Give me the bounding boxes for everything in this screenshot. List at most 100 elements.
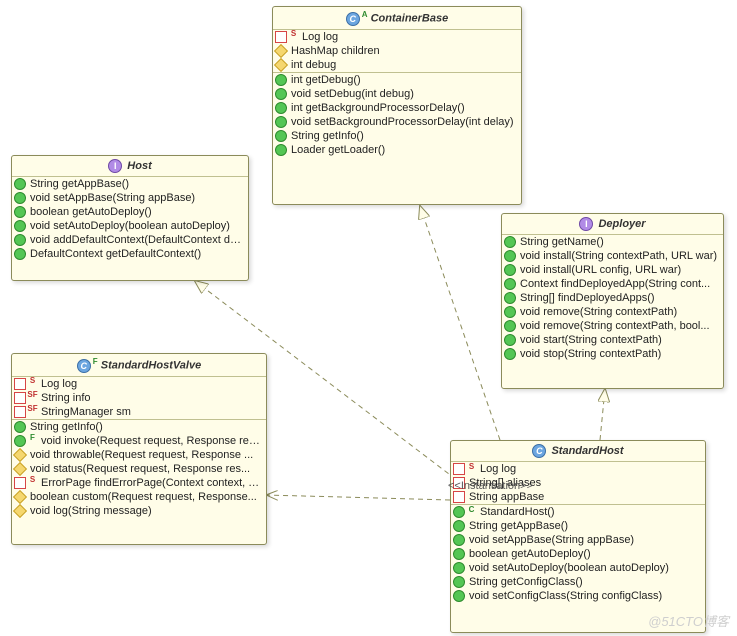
instantiation-label: <<Instantiation>>: [448, 480, 533, 492]
public-icon: [453, 506, 465, 518]
member-row: CStandardHost(): [451, 505, 705, 519]
member-row: SF StringManager sm: [12, 405, 266, 419]
public-icon: [275, 130, 287, 142]
member-label: String appBase: [469, 491, 544, 503]
member-label: void start(String contextPath): [520, 334, 662, 346]
attributes-section: S Log logHashMap childrenint debug: [273, 30, 521, 73]
member-row: void setAppBase(String appBase): [451, 533, 705, 547]
member-row: void install(String contextPath, URL war…: [502, 249, 723, 263]
public-icon: [275, 74, 287, 86]
member-row: void setAutoDeploy(boolean autoDeploy): [451, 561, 705, 575]
member-row: SFString info: [12, 391, 266, 405]
member-label: void setAppBase(String appBase): [469, 534, 634, 546]
public-icon: [14, 248, 26, 260]
class-name: StandardHostValve: [101, 360, 201, 372]
edge-sh-shv: [267, 495, 450, 500]
member-row: String appBase: [451, 490, 705, 504]
member-row: HashMap children: [273, 44, 521, 58]
modifier-badge: F: [28, 434, 37, 443]
member-row: void install(URL config, URL war): [502, 263, 723, 277]
attributes-section: S Log logSFString infoSF StringManager sm: [12, 377, 266, 420]
class-name: Deployer: [598, 218, 645, 230]
class-containerbase: CA ContainerBase SLog logHashMap childre…: [272, 6, 522, 205]
modifier-badge: SF: [28, 405, 37, 414]
member-row: SLog log: [451, 462, 705, 476]
member-label: DefaultContext getDefaultContext(): [30, 248, 201, 260]
public-icon: [453, 562, 465, 574]
modifier-badge: S: [289, 30, 298, 39]
member-label: Context findDeployedApp(String cont...: [520, 278, 710, 290]
public-icon: [14, 435, 26, 447]
public-icon: [275, 88, 287, 100]
member-label: String getName(): [520, 236, 604, 248]
member-row: DefaultContext getDefaultContext(): [12, 247, 248, 261]
member-label: void setAppBase(String appBase): [30, 192, 195, 204]
member-row: boolean getAutoDeploy(): [451, 547, 705, 561]
member-row: void remove(String contextPath): [502, 305, 723, 319]
public-icon: [14, 192, 26, 204]
member-label: String getAppBase(): [469, 520, 568, 532]
private-icon: [14, 378, 26, 390]
member-label: void remove(String contextPath): [520, 306, 677, 318]
member-label: void install(URL config, URL war): [520, 264, 681, 276]
modifier-badge: S: [28, 377, 37, 386]
public-icon: [504, 306, 516, 318]
operations-section: int getDebug()void setDebug(int debug)in…: [273, 73, 521, 157]
class-name: StandardHost: [551, 445, 623, 457]
public-icon: [275, 102, 287, 114]
public-icon: [504, 236, 516, 248]
member-label: String[] findDeployedApps(): [520, 292, 655, 304]
member-row: Loader getLoader(): [273, 143, 521, 157]
member-row: void status(Request request, Response re…: [12, 462, 266, 476]
member-label: void setAutoDeploy(boolean autoDeploy): [30, 220, 230, 232]
protected-icon: [13, 448, 27, 462]
member-label: ErrorPage findErrorPage(Context context,…: [41, 477, 262, 489]
private-icon: [14, 406, 26, 418]
member-label: boolean custom(Request request, Response…: [30, 491, 257, 503]
member-label: String getAppBase(): [30, 178, 129, 190]
member-row: String getInfo(): [273, 129, 521, 143]
public-icon: [453, 576, 465, 588]
interface-deployer: I Deployer String getName()void install(…: [501, 213, 724, 389]
member-row: boolean getAutoDeploy(): [12, 205, 248, 219]
member-label: void addDefaultContext(DefaultContext de…: [30, 234, 244, 246]
member-label: void remove(String contextPath, bool...: [520, 320, 710, 332]
member-label: void invoke(Request request, Response re…: [41, 435, 262, 447]
member-label: void setDebug(int debug): [291, 88, 414, 100]
public-icon: [504, 292, 516, 304]
public-icon: [14, 220, 26, 232]
member-label: Log log: [41, 378, 77, 390]
member-row: Context findDeployedApp(String cont...: [502, 277, 723, 291]
member-label: void setConfigClass(String configClass): [469, 590, 662, 602]
member-row: S Log log: [12, 377, 266, 391]
member-row: void addDefaultContext(DefaultContext de…: [12, 233, 248, 247]
member-row: String getConfigClass(): [451, 575, 705, 589]
member-row: S Log log: [273, 30, 521, 44]
private-icon: [453, 491, 465, 503]
modifier-badge: S: [28, 476, 37, 485]
member-label: void setAutoDeploy(boolean autoDeploy): [469, 562, 669, 574]
member-row: int debug: [273, 58, 521, 72]
member-row: void remove(String contextPath, bool...: [502, 319, 723, 333]
member-label: StringManager sm: [41, 406, 131, 418]
operations-section: CStandardHost()String getAppBase() void s…: [451, 505, 705, 603]
public-icon: [14, 178, 26, 190]
private-icon: [275, 31, 287, 43]
final-badge: F: [93, 357, 98, 366]
member-row: void setConfigClass(String configClass): [451, 589, 705, 603]
public-icon: [504, 278, 516, 290]
class-title: I Host: [12, 156, 248, 177]
operations-section: String getAppBase() void setAppBase(Strin…: [12, 177, 248, 261]
member-label: void install(String contextPath, URL war…: [520, 250, 717, 262]
member-label: void setBackgroundProcessorDelay(int del…: [291, 116, 514, 128]
member-label: Log log: [302, 31, 338, 43]
class-name: Host: [127, 160, 151, 172]
member-row: void start(String contextPath): [502, 333, 723, 347]
public-icon: [504, 264, 516, 276]
protected-icon: [13, 504, 27, 518]
member-row: void setAppBase(String appBase): [12, 191, 248, 205]
member-label: int debug: [291, 59, 336, 71]
public-icon: [504, 250, 516, 262]
class-icon: C: [532, 444, 546, 458]
abstract-badge: A: [362, 10, 368, 19]
